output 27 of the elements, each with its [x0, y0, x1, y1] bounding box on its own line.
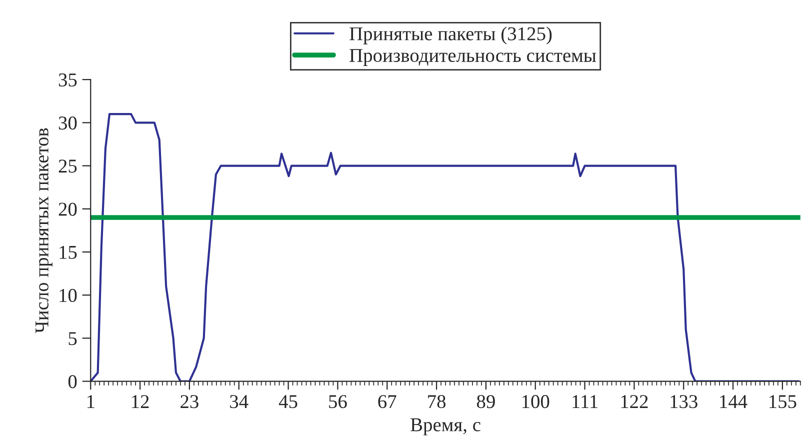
x-tick-label: 122 [621, 395, 648, 408]
legend-label: Производительность системы [350, 49, 596, 66]
x-tick-label: 133 [670, 395, 698, 408]
x-axis-title: Время, с [410, 418, 480, 436]
x-tick-label: 78 [428, 395, 446, 408]
y-axis-title: Число принятых пакетов [36, 128, 52, 334]
y-tick-label: 5 [68, 332, 77, 346]
legend-label: Принятые пакеты (3125) [350, 26, 552, 44]
y-tick-label: 15 [60, 246, 77, 259]
y-tick-label: 0 [68, 375, 77, 388]
y-tick-label: 35 [58, 73, 77, 87]
y-tick-label: 10 [60, 288, 77, 302]
x-tick-label: 100 [522, 395, 550, 408]
x-tick-label: 155 [770, 395, 796, 408]
x-tick-label: 144 [720, 395, 748, 408]
x-tick-label: 111 [572, 395, 598, 408]
x-tick-label: 45 [278, 395, 298, 408]
x-tick-label: 67 [378, 395, 396, 408]
y-tick-label: 25 [58, 160, 77, 173]
x-tick-label: 34 [230, 395, 248, 408]
x-tick-label: 89 [476, 395, 495, 408]
y-tick-label: 20 [58, 202, 77, 216]
x-tick-label: 23 [180, 395, 198, 408]
x-tick-label: 1 [87, 395, 94, 408]
y-tick-label: 30 [58, 116, 77, 130]
x-tick-label: 12 [132, 395, 149, 408]
x-tick-label: 56 [329, 395, 347, 408]
